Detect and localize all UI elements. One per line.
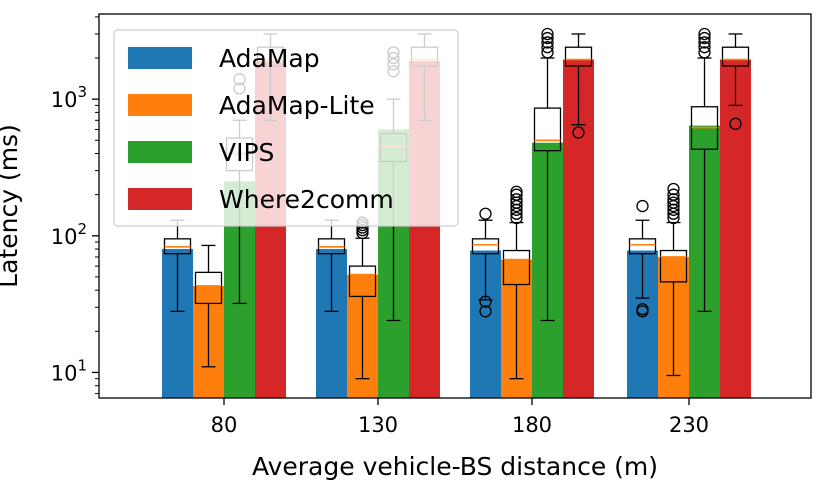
outlier-point bbox=[510, 193, 523, 206]
legend-label-vips: VIPS bbox=[219, 138, 274, 167]
outlier-point bbox=[667, 211, 680, 225]
outlier-point bbox=[541, 27, 554, 41]
legend-label-where2comm: Where2comm bbox=[219, 185, 394, 214]
outlier-point bbox=[698, 27, 711, 41]
legend: AdaMap AdaMap-Lite VIPS Where2comm bbox=[113, 29, 459, 227]
outlier-point bbox=[541, 41, 554, 54]
bar-where2comm-230 bbox=[720, 59, 751, 399]
boxplot-adamap-lite-230 bbox=[659, 182, 688, 377]
legend-swatch-vips bbox=[128, 141, 192, 163]
legend-swatch-where2comm bbox=[128, 188, 192, 210]
outlier-point bbox=[479, 305, 492, 318]
outlier-point bbox=[667, 193, 680, 206]
boxplot-adamap-230 bbox=[628, 199, 657, 318]
outlier-point bbox=[541, 31, 554, 45]
box-iqr bbox=[659, 249, 688, 283]
outlier-point bbox=[510, 188, 523, 201]
box-iqr bbox=[564, 46, 593, 67]
outlier-point bbox=[636, 199, 649, 213]
box-iqr bbox=[628, 238, 657, 255]
outlier-point bbox=[698, 36, 711, 49]
legend-swatch-adamap-lite bbox=[128, 94, 192, 116]
boxplot-where2comm-230 bbox=[721, 33, 750, 130]
boxplot-adamap-lite-80 bbox=[194, 244, 223, 368]
x-tick-label-230: 230 bbox=[669, 413, 709, 437]
bars bbox=[162, 59, 751, 399]
y-tick-label: 102 bbox=[51, 220, 87, 249]
y-axis-label: Latency (ms) bbox=[0, 124, 23, 288]
box-iqr bbox=[502, 249, 531, 286]
legend-frame bbox=[113, 29, 459, 227]
outlier-point bbox=[479, 207, 492, 220]
outlier-point bbox=[541, 36, 554, 49]
outlier-point bbox=[510, 185, 523, 198]
legend-label-adamap-lite: AdaMap-Lite bbox=[219, 91, 375, 120]
outlier-point bbox=[636, 305, 649, 318]
outlier-point bbox=[572, 126, 585, 139]
boxplot-vips-180 bbox=[533, 27, 562, 322]
outlier-point bbox=[667, 182, 680, 196]
legend-swatch-adamap bbox=[128, 47, 192, 69]
box-iqr bbox=[721, 46, 750, 67]
box-iqr bbox=[348, 265, 377, 298]
box-iqr bbox=[471, 238, 500, 255]
legend-label-adamap: AdaMap bbox=[219, 44, 320, 73]
x-tick-label-180: 180 bbox=[512, 413, 552, 437]
boxplot-adamap-lite-180 bbox=[502, 185, 531, 380]
boxplot-where2comm-180 bbox=[564, 33, 593, 139]
outlier-point bbox=[667, 188, 680, 201]
boxplot-adamap-180 bbox=[471, 207, 500, 318]
outlier-point bbox=[729, 117, 742, 130]
x-tick-label-80: 80 bbox=[211, 413, 238, 437]
box-iqr bbox=[533, 107, 562, 152]
outlier-point bbox=[698, 31, 711, 45]
y-tick-label: 101 bbox=[51, 356, 87, 385]
outlier-point bbox=[479, 295, 492, 308]
boxplot-vips-230 bbox=[690, 27, 719, 312]
y-tick-label: 103 bbox=[51, 83, 87, 112]
plot-frame bbox=[98, 13, 812, 399]
outlier-point bbox=[667, 196, 680, 209]
outlier-point bbox=[698, 46, 711, 59]
outlier-point bbox=[541, 46, 554, 59]
axis-ticks: 101 102 103 80 130 180 230 bbox=[51, 16, 709, 437]
outlier-point bbox=[698, 41, 711, 54]
outlier-point bbox=[510, 211, 523, 225]
x-axis-label: Average vehicle-BS distance (m) bbox=[252, 452, 658, 481]
x-tick-label-130: 130 bbox=[358, 413, 398, 437]
box-iqr bbox=[194, 271, 223, 305]
outlier-point bbox=[356, 226, 369, 240]
